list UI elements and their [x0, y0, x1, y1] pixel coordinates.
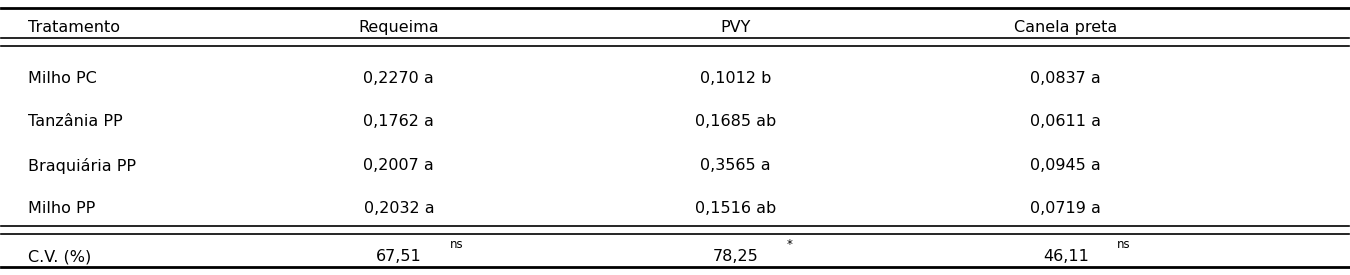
Text: 0,3565 a: 0,3565 a: [701, 158, 771, 173]
Text: 0,2007 a: 0,2007 a: [363, 158, 435, 173]
Text: Milho PP: Milho PP: [28, 202, 96, 216]
Text: Tanzânia PP: Tanzânia PP: [28, 114, 123, 129]
Text: Canela preta: Canela preta: [1014, 20, 1118, 35]
Text: 0,1762 a: 0,1762 a: [363, 114, 435, 129]
Text: C.V. (%): C.V. (%): [28, 249, 92, 264]
Text: Braquiária PP: Braquiária PP: [28, 158, 136, 174]
Text: 0,1685 ab: 0,1685 ab: [695, 114, 776, 129]
Text: 46,11: 46,11: [1042, 249, 1088, 264]
Text: 0,1516 ab: 0,1516 ab: [695, 202, 776, 216]
Text: Tratamento: Tratamento: [28, 20, 120, 35]
Text: 0,0719 a: 0,0719 a: [1030, 202, 1102, 216]
Text: 0,0945 a: 0,0945 a: [1030, 158, 1102, 173]
Text: 0,1012 b: 0,1012 b: [699, 71, 771, 86]
Text: ns: ns: [1116, 238, 1130, 251]
Text: Milho PC: Milho PC: [28, 71, 97, 86]
Text: *: *: [787, 238, 792, 251]
Text: ns: ns: [450, 238, 463, 251]
Text: 0,2270 a: 0,2270 a: [363, 71, 435, 86]
Text: Requeima: Requeima: [359, 20, 439, 35]
Text: PVY: PVY: [721, 20, 751, 35]
Text: 0,2032 a: 0,2032 a: [363, 202, 435, 216]
Text: 0,0611 a: 0,0611 a: [1030, 114, 1102, 129]
Text: 78,25: 78,25: [713, 249, 759, 264]
Text: 67,51: 67,51: [375, 249, 421, 264]
Text: 0,0837 a: 0,0837 a: [1030, 71, 1102, 86]
